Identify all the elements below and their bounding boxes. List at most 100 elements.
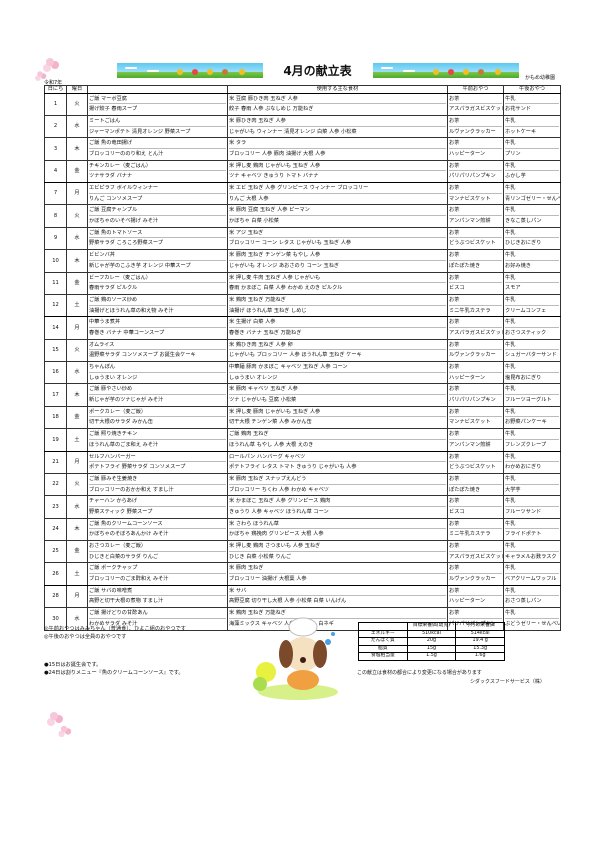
pm-line: フルーツヨーグルト [505,397,552,404]
date: 15 [52,347,59,354]
ing-line: 米 豚肉 豆腐 玉ねぎ 人参 ピーマン [229,206,446,217]
am-line: お茶 [449,161,502,172]
col-pm-snack: 午後おやつ [503,85,561,94]
am-snack-cell: お茶 ぽたぽた焼き [447,472,504,497]
ing-line: 中華麺 豚肉 かまぼこ キャベツ 玉ねぎ 人参 コーン [229,363,446,373]
ingredients-cell: 米 豚肉 玉ねぎ スナップえんどう ブロッコリー ちくわ 人参 わかめ キャベツ [227,472,448,497]
weekday: 木 [74,257,80,264]
date: 22 [52,481,59,488]
am-line: ビスコ [449,285,465,292]
table-row: 12 土ご飯 鶏のソース炒め 油揚げとほうれん草の和え物 みそ汁米 鶏肉 玉ねぎ 万… [44,293,561,318]
pm-snack-cell: 牛乳 おさつスティック [503,316,561,340]
table-row: 7 月エビピラフ ボイルウィンナー りんご コンソメスープ米 エビ 玉ねぎ 人参 グ… [44,181,561,206]
am-line: アンパンマン煎餅 [449,441,491,448]
am-line: ハッピーターン [449,598,486,605]
menu-line: かぼちゃのいそべ揚げ みそ汁 [89,218,159,225]
menu-line: チキンカレー（麦ごはん） [89,161,226,172]
am-snack-cell: お茶 マンナビスケット [447,181,504,206]
weekday-cell: 金 [66,539,88,564]
ing-line: 米 サバ [229,586,446,597]
weekday-cell: 木 [66,249,88,273]
weekday-cell: 月 [66,584,88,609]
menu-line: ご飯 豚やさい炒め [89,385,226,396]
menu-line: ご飯 マーボ豆腐 [89,94,226,105]
nutrition-cell: たんぱく質 [358,637,408,646]
ing-line: 春雨 かまぼこ 白菜 人参 わかめ えのき ピルクル [229,285,343,292]
am-line: ハッピーターン [449,150,486,157]
menu-cell: ご飯 鶏のソース炒め 油揚げとほうれん草の和え物 みそ汁 [87,293,228,318]
note-pm-snack: ◎午後のおやつは全員のおやつです [44,634,127,640]
table-row: 19 土ご飯 照り焼きチキン ほうれん草のごま和え みそ汁 ご飯 鶏肉 玉ねぎ ほうれん… [44,428,561,452]
date-cell: 2 [44,114,67,139]
ing-line: 米 鶏ひき肉 玉ねぎ 人参 卵 [229,340,446,351]
am-snack-cell: お茶 どうぶつビスケット [447,450,504,474]
table-row: 16 水ちゃんぽん しゅうまい オレンジ 中華麺 豚肉 かまぼこ キャベツ 玉ねぎ 人… [44,360,561,385]
ingredients-cell: 米 豚ひき肉 玉ねぎ 人参 じゃがいも ウィンナー 清見オレンジ 白菜 人参 小松… [227,114,448,139]
menu-line: セルフハンバーガー [89,452,226,463]
am-line: お茶 [449,116,502,127]
weekday: 火 [74,347,80,354]
weekday-cell: 金 [66,271,88,295]
pm-line: ホットケーキ [505,128,537,135]
pm-line: ぶどうゼリー・せんべい [505,620,561,627]
date: 24 [52,526,59,533]
ingredients-cell: 米 さわら ほうれん草 かぼちゃ 鶏挽肉 グリンピース 大根 人参 [227,517,448,542]
ing-line: 米 豚肉 玉ねぎ スナップえんどう [229,474,446,485]
ingredients-cell: 米 生揚げ 白菜 人参 春巻き バナナ 玉ねぎ 万能ねぎ [227,316,448,340]
pm-line: わかめおにぎり [505,464,542,471]
table-row: 22 火ご飯 豚みそ生姜焼き ブロッコリーのおかか和え すまし汁米 豚肉 玉ねぎ ス… [44,472,561,497]
ing-line: 米 さわら ほうれん草 [229,519,446,530]
ingredients-cell: 米 押し麦 鶏肉 じゃがいも 玉ねぎ 人参 ツナ キャベツ きゅうり トマト バナ… [227,159,448,184]
date-cell: 21 [44,450,67,474]
ing-line: 餃子 春雨 人参 ぶなしめじ 万能ねぎ [229,106,314,113]
nutrition-header: 目標栄養価(幼児) [406,622,457,631]
pm-line: 牛乳 [505,184,559,194]
am-line: お茶 [449,564,502,575]
dog-chef-illustration [253,617,338,700]
pm-line: ふかし芋 [505,173,526,180]
am-line: ハッピーターン [449,374,486,381]
table-row: 25 金おさつカレー（麦ご飯） ひじきと白菜のサラダ りんご米 押し麦 鶏肉 さつま… [44,539,561,564]
weekday: 火 [74,100,80,107]
date: 8 [53,212,58,219]
menu-line: おさつカレー（麦ご飯） [89,542,226,552]
ingredients-cell: 米 サバ 高野豆腐 切り干し大根 人参 小松菜 白菜 いんげん [227,584,448,609]
pm-line: 牛乳 [505,139,559,149]
pm-snack-cell: 牛乳 フルーツサンド [503,495,561,519]
pm-snack-cell: 牛乳 クリームコンフェ [503,293,561,318]
pm-line: お野菜パンケーキ [505,419,547,426]
cherry-blossom-icon [60,725,68,733]
weekday: 水 [74,369,80,376]
ing-line: じゃがいも ブロッコリー 人参 ほうれん草 玉ねぎ ケーキ [229,352,362,359]
ing-line: 米 アジ 玉ねぎ [229,228,446,239]
menu-cell: ミートごはん ジャーマンポテト 清見オレンジ 野菜スープ [87,114,228,139]
date: 18 [52,414,59,421]
ing-line: ブロッコリー ちくわ 人参 わかめ キャベツ [229,486,329,493]
date-cell: 3 [44,137,67,161]
menu-line: 油揚げとほうれん草の和え物 みそ汁 [89,307,174,314]
nutrition-header: 今月の栄養価 [455,622,505,631]
am-line: ビスコ [449,508,465,515]
menu-cell: おさつカレー（麦ご飯） ひじきと白菜のサラダ りんご [87,539,228,564]
am-snack-cell: お茶 ルヴァンクラッカー [447,338,504,363]
col-am-snack: 午前おやつ [447,85,504,94]
pm-line: 牛乳 [505,161,559,172]
am-snack-cell: お茶 ルヴァンクラッカー [447,562,504,586]
pm-line: 牛乳 [505,116,559,127]
col-date: 日にち [44,85,67,94]
menu-line: ビーフカレー（麦ごはん） [89,273,226,284]
table-row: 23 水チャーハン からあげ 野菜スティック 野菜スープ米 かまぼこ 玉ねぎ 人参 … [44,495,561,519]
ingredients-cell: 米 鶏ひき肉 玉ねぎ 人参 卵じゃがいも ブロッコリー 人参 ほうれん草 玉ねぎ… [227,338,448,363]
pm-line: 牛乳 [505,564,559,575]
note-birthday: ●15日はお誕生会です。 [44,662,102,668]
weekday: 水 [74,503,80,510]
menu-cell: ご飯 ポークチャップ ブロッコリーのごま酢和え みそ汁 [87,562,228,586]
menu-line: 温野菜サラダ コンソメスープ お誕生会ケーキ [89,352,196,359]
weekday: 月 [74,458,80,465]
am-line: マンナビスケット [449,419,491,426]
menu-cell: オムライス 温野菜サラダ コンソメスープ お誕生会ケーキ [87,338,228,363]
date: 21 [52,458,59,465]
pm-line: 牛乳 [505,385,559,396]
ing-line: 切干大根 チンゲン菜 人参 みかん缶 [229,419,312,426]
ing-line: ブロッコリー コーン レタス じゃがいも 玉ねぎ 人参 [229,240,352,247]
